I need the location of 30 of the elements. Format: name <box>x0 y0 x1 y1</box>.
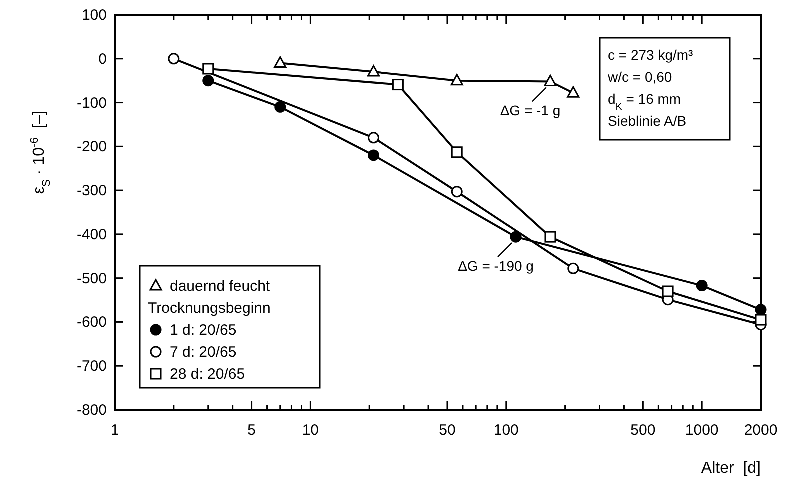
legend-label: 28 d: 20/65 <box>170 366 246 383</box>
y-tick-label: -200 <box>76 138 107 156</box>
y-tick-label: -700 <box>76 358 107 376</box>
legend-label: dauernd feucht <box>170 278 271 295</box>
y-tick-label: -100 <box>76 94 107 112</box>
x-tick-label: 2000 <box>744 422 778 439</box>
legend-label: 7 d: 20/65 <box>170 344 237 361</box>
x-tick-label: 10 <box>302 422 320 439</box>
x-tick-label: 5 <box>248 422 256 439</box>
annotation: d$_{K}$ = 16 mm <box>608 91 682 112</box>
x-tick-label: 1000 <box>685 422 719 439</box>
annotation: ΔG = -190 g <box>458 258 534 274</box>
legend-label: 1 d: 20/65 <box>170 322 237 339</box>
x-axis-title: Alter [d] <box>701 460 761 477</box>
y-tick-label: 0 <box>98 50 107 68</box>
annotation: w/c = 0,60 <box>607 69 672 85</box>
annotation: Sieblinie A/B <box>608 113 687 129</box>
y-tick-label: -500 <box>76 270 107 288</box>
x-tick-label: 500 <box>630 422 656 439</box>
x-tick-label: 1 <box>110 422 120 439</box>
y-tick-label: 100 <box>82 7 107 24</box>
x-tick-label: 100 <box>494 422 519 439</box>
x-tick-label: 50 <box>439 422 456 439</box>
legend-title: Trocknungsbeginn <box>148 300 271 317</box>
y-tick-label: -800 <box>76 402 107 419</box>
y-tick-label: -400 <box>76 226 107 244</box>
annotation: ΔG = -1 g <box>500 102 561 119</box>
annotation: c = 273 kg/m³ <box>608 47 694 63</box>
y-tick-label: -600 <box>76 314 107 332</box>
y-tick-label: -300 <box>76 182 107 200</box>
